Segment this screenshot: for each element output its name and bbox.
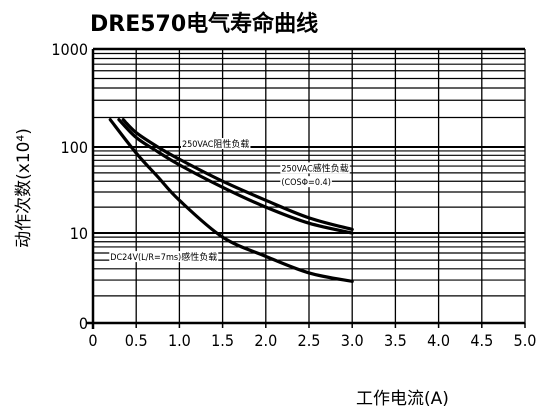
- series-line-3: [108, 118, 354, 283]
- x-axis-label: 工作电流(A): [356, 389, 449, 409]
- series-line-2: [117, 118, 354, 235]
- annotation-label: 250VAC阻性负载: [182, 138, 249, 150]
- data-series: [108, 118, 354, 283]
- y-tick-label: 100: [61, 138, 88, 157]
- x-tick-label: 2.5: [298, 331, 321, 350]
- x-tick-label: 4.5: [470, 331, 493, 350]
- x-tick-label: 1.5: [211, 331, 234, 350]
- chart-title: DRE570电气寿命曲线: [90, 11, 318, 37]
- x-tick-label: 3.0: [341, 331, 364, 350]
- y-axis-label: 动作次数(x10⁴): [14, 128, 34, 248]
- annotation-background: [280, 176, 332, 188]
- x-tick-labels: 0 0.5 1.0 1.5 2.0 2.5 3.0 3.5 4.0 4.5 5.0: [88, 331, 536, 350]
- series-line-1: [121, 118, 354, 232]
- plot-frame: [87, 47, 526, 329]
- y-tick-label: 0: [79, 314, 88, 333]
- annotation-background: [180, 138, 251, 149]
- x-tick-label: 0.5: [125, 331, 148, 350]
- annotation-background: [280, 162, 350, 174]
- y-tick-label: 10: [70, 224, 88, 243]
- annotation-label: DC24V(L/R=7ms)感性负载: [110, 251, 217, 263]
- series-annotations: 250VAC阻性负载 250VAC感性负载 (COSΦ=0.4) DC24V(L/R=…: [109, 138, 350, 263]
- x-tick-label: 1.0: [168, 331, 191, 350]
- x-tick-label: 3.5: [384, 331, 407, 350]
- annotation-label: (COSΦ=0.4): [281, 178, 331, 188]
- x-tick-label: 0: [88, 331, 97, 350]
- x-tick-label: 5.0: [514, 331, 537, 350]
- x-tick-label: 2.0: [254, 331, 277, 350]
- annotation-label: 250VAC感性负载: [281, 162, 348, 174]
- y-tick-label: 1000: [51, 40, 88, 59]
- annotation-background: [109, 251, 219, 263]
- x-tick-label: 4.0: [427, 331, 450, 350]
